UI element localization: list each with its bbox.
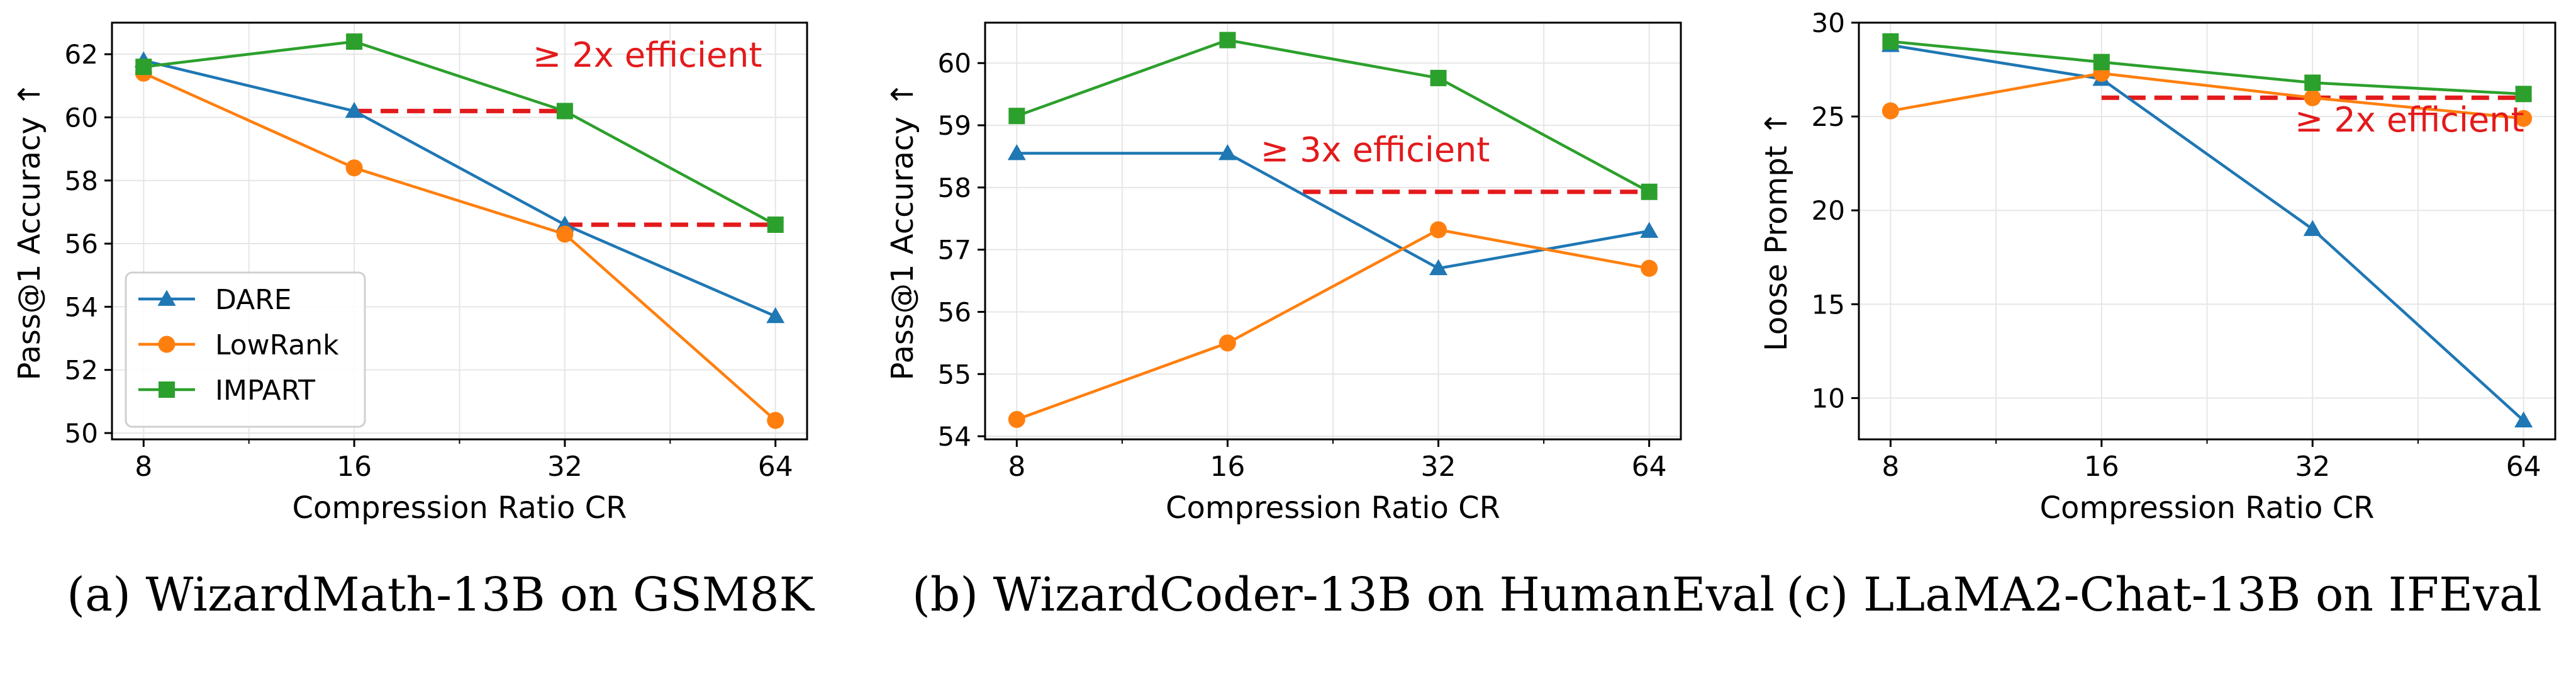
data-point-lowrank xyxy=(1430,221,1447,239)
legend: DARE LowRank IMPART xyxy=(125,271,366,428)
x-axis-label: Compression Ratio CR xyxy=(1166,490,1500,526)
data-point-impart xyxy=(556,103,573,120)
chart-panel-1: ≥ 2x efficient 8 16 32 64 50 52 54 56 58 60 62 Compr… xyxy=(12,21,808,526)
legend-marker-dare xyxy=(157,290,176,306)
y-tick-label: 57 xyxy=(938,235,971,266)
y-tick-label: 15 xyxy=(1812,289,1845,320)
x-tick-label: 64 xyxy=(1632,451,1667,483)
data-point-lowrank xyxy=(1218,334,1236,352)
caption-a: (a) WizardMath-13B on GSM8K xyxy=(67,568,814,622)
x-tick-label: 32 xyxy=(547,451,583,483)
data-point-impart xyxy=(1219,31,1236,48)
y-tick-label: 55 xyxy=(938,359,971,390)
series-line-impart xyxy=(143,40,776,226)
data-point-lowrank xyxy=(1008,410,1025,428)
data-point-lowrank xyxy=(2515,110,2533,127)
data-point-impart xyxy=(135,59,152,76)
legend-marker-impart xyxy=(159,381,175,398)
x-tick-label: 8 xyxy=(135,451,152,483)
data-point-dare xyxy=(1640,222,1659,238)
y-axis-label: Pass@1 Accuracy ↑ xyxy=(12,82,47,381)
grid xyxy=(985,23,1681,439)
x-axis-label: Compression Ratio CR xyxy=(2039,490,2374,526)
efficiency-annotation: ≥ 2x efficient xyxy=(533,35,762,75)
data-point-dare xyxy=(2514,411,2533,428)
legend-marker-lowrank xyxy=(158,336,176,353)
data-point-dare xyxy=(1007,144,1026,161)
x-tick-label: 32 xyxy=(2295,451,2330,483)
y-tick-label: 54 xyxy=(938,421,971,452)
series-impart xyxy=(1008,31,1658,200)
y-tick-label: 58 xyxy=(938,172,971,203)
chart-panel-2: ≥ 3x efficient 8 16 32 64 54 55 56 57 58 59 60 Compr… xyxy=(885,21,1682,526)
y-tick-label: 20 xyxy=(1812,195,1845,226)
series-line-dare xyxy=(143,59,776,318)
caption-b: (b) WizardCoder-13B on HumanEval xyxy=(912,568,1775,622)
x-tick-label: 8 xyxy=(1008,451,1025,483)
x-tick-label: 64 xyxy=(2506,451,2541,483)
y-tick-label: 10 xyxy=(1812,383,1845,414)
series-line-impart xyxy=(1016,38,1650,193)
data-point-impart xyxy=(767,216,784,233)
y-tick-label: 58 xyxy=(65,166,98,196)
x-tick-label: 16 xyxy=(1210,451,1245,483)
data-point-impart xyxy=(2304,74,2321,91)
x-tick-label: 8 xyxy=(1882,451,1899,483)
y-tick-label: 52 xyxy=(65,355,98,386)
y-tick-label: 56 xyxy=(938,296,971,327)
data-point-lowrank xyxy=(1641,259,1658,277)
data-point-lowrank xyxy=(1882,102,1899,120)
data-point-impart xyxy=(346,33,363,50)
y-tick-label: 60 xyxy=(65,102,98,133)
data-point-lowrank xyxy=(2304,89,2321,106)
y-tick-label: 30 xyxy=(1812,8,1845,38)
data-point-impart xyxy=(1882,33,1899,50)
x-tick-label: 32 xyxy=(1421,451,1456,483)
series-impart xyxy=(1882,33,2532,103)
x-tick-label: 16 xyxy=(2084,451,2119,483)
series-impart xyxy=(135,33,784,233)
y-tick-label: 56 xyxy=(65,228,98,259)
y-tick-label: 59 xyxy=(938,110,971,141)
y-axis-label: Pass@1 Accuracy ↑ xyxy=(885,82,920,381)
y-tick-label: 60 xyxy=(938,48,971,79)
data-point-lowrank xyxy=(767,412,784,429)
chart-panel-3: ≥ 2x efficient 8 16 32 64 10 15 20 25 30 Compressi… xyxy=(1759,8,2556,526)
grid xyxy=(112,23,807,439)
series-line-lowrank xyxy=(1890,72,2524,120)
y-axis-label: Loose Prompt ↑ xyxy=(1759,111,1794,351)
data-point-dare xyxy=(2303,220,2322,236)
data-point-impart xyxy=(1008,108,1025,125)
data-point-impart xyxy=(2093,54,2110,70)
y-tick-label: 62 xyxy=(65,39,98,70)
y-tick-label: 50 xyxy=(65,418,98,449)
data-point-dare xyxy=(345,101,364,118)
legend-label-lowrank: LowRank xyxy=(215,329,339,361)
series-lowrank xyxy=(1008,221,1658,428)
efficiency-annotation: ≥ 2x efficient xyxy=(2295,100,2524,140)
x-tick-label: 16 xyxy=(337,451,372,483)
series-line-impart xyxy=(1890,40,2524,96)
legend-label-dare: DARE xyxy=(215,284,292,316)
legend-label-impart: IMPART xyxy=(215,375,315,407)
data-point-lowrank xyxy=(556,225,574,243)
y-tick-label: 54 xyxy=(65,291,98,322)
series-line-lowrank xyxy=(143,72,777,422)
data-point-impart xyxy=(2515,86,2532,103)
data-point-impart xyxy=(1430,69,1447,86)
caption-c: (c) LLaMA2-Chat-13B on IFEval xyxy=(1786,568,2542,622)
data-point-impart xyxy=(1641,183,1658,200)
x-axis-label: Compression Ratio CR xyxy=(292,490,627,526)
y-tick-label: 25 xyxy=(1812,101,1845,132)
efficiency-annotation: ≥ 3x efficient xyxy=(1261,130,1490,169)
data-point-lowrank xyxy=(345,159,363,177)
series-line-lowrank xyxy=(1016,228,1650,421)
data-point-dare xyxy=(766,307,785,324)
series-line-dare xyxy=(1890,43,2525,422)
data-point-dare xyxy=(1429,259,1448,276)
data-point-dare xyxy=(1218,144,1237,161)
x-tick-label: 64 xyxy=(758,451,793,483)
